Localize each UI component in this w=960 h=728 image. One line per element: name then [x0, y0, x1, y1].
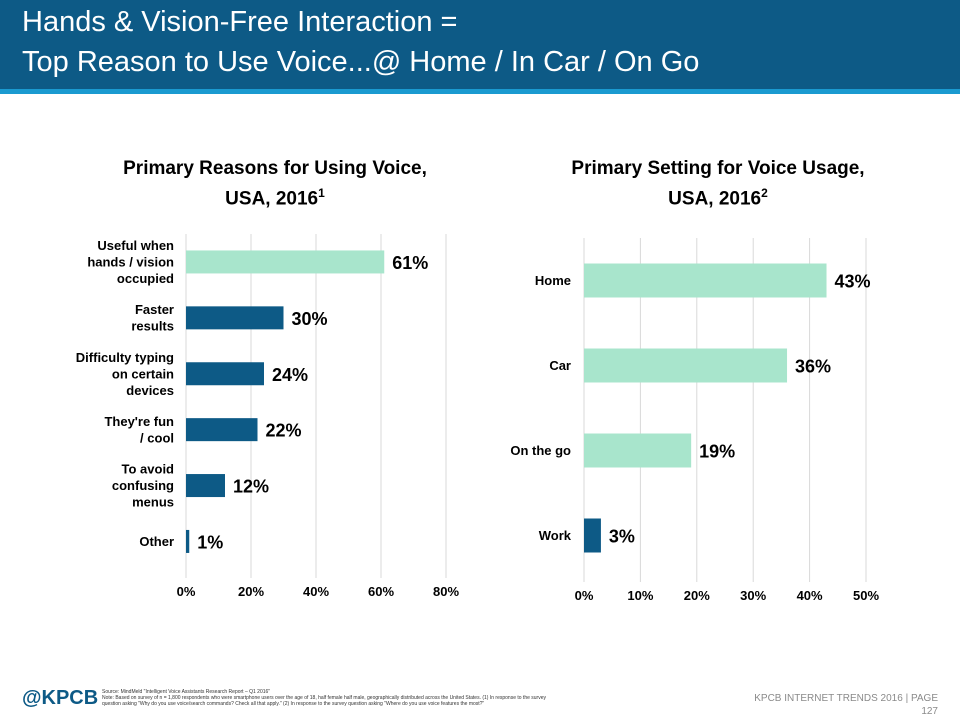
left-category-label: occupied	[117, 271, 174, 286]
left-data-label: 12%	[233, 477, 269, 497]
left-category-label: Faster	[135, 302, 174, 317]
right-x-tick-label: 40%	[797, 588, 823, 603]
right-category-label: On the go	[510, 443, 571, 458]
left-bar	[186, 306, 284, 330]
slide-title-line2: Top Reason to Use Voice...@ Home / In Ca…	[22, 46, 700, 78]
right-data-label: 36%	[795, 357, 831, 377]
left-data-label: 1%	[197, 532, 223, 552]
slide-title-line1: Hands & Vision-Free Interaction =	[22, 6, 458, 38]
left-x-tick-label: 20%	[238, 584, 264, 599]
left-data-label: 22%	[266, 421, 302, 441]
right-bar	[584, 518, 601, 553]
left-x-tick-label: 0%	[177, 584, 196, 599]
right-chart-title-line2: USA, 2016	[668, 188, 762, 210]
left-x-tick-label: 60%	[368, 584, 394, 599]
left-category-label: To avoid	[122, 462, 175, 477]
left-category-label: devices	[126, 383, 174, 398]
left-chart-footnote-marker: 1	[318, 186, 325, 200]
left-category-label: / cool	[140, 430, 174, 445]
left-x-tick-label: 80%	[433, 584, 459, 599]
kpcb-logo: @KPCB	[22, 687, 99, 709]
left-category-label: menus	[132, 495, 174, 510]
right-category-label: Home	[535, 273, 571, 288]
left-category-label: They're fun	[104, 414, 174, 429]
left-bar	[186, 474, 225, 498]
right-x-tick-label: 0%	[575, 588, 594, 603]
right-data-label: 3%	[609, 527, 635, 547]
left-bar	[186, 529, 190, 553]
left-category-label: confusing	[112, 478, 174, 493]
left-category-label: Difficulty typing	[76, 350, 174, 365]
right-chart-footnote-marker: 2	[761, 186, 768, 200]
source-line3: question asking "Why do you use voice/se…	[102, 701, 485, 707]
left-data-label: 61%	[392, 253, 428, 273]
left-data-label: 30%	[292, 309, 328, 329]
header-stripe	[0, 89, 960, 94]
left-category-label: results	[131, 319, 174, 334]
left-chart-title: Primary Reasons for Using Voice, USA, 20…	[75, 156, 475, 211]
right-bar	[584, 263, 827, 298]
right-category-label: Work	[539, 528, 572, 543]
right-chart-title: Primary Setting for Voice Usage, USA, 20…	[518, 156, 918, 211]
left-chart-title-line1: Primary Reasons for Using Voice,	[123, 158, 427, 179]
left-bar	[186, 362, 264, 386]
right-data-label: 19%	[699, 442, 735, 462]
left-category-label: hands / vision	[87, 254, 174, 269]
right-data-label: 43%	[835, 272, 871, 292]
right-x-tick-label: 50%	[853, 588, 879, 603]
right-bar	[584, 348, 788, 383]
left-bar	[186, 418, 258, 442]
left-category-label: Useful when	[97, 238, 174, 253]
source-line2: Note: Based on survey of n = 1,800 respo…	[102, 695, 547, 701]
left-chart-title-line2: USA, 2016	[225, 188, 319, 210]
right-x-tick-label: 30%	[740, 588, 766, 603]
page-number: 127	[921, 706, 938, 717]
footer-page-info: KPCB INTERNET TRENDS 2016 | PAGE 127	[754, 692, 938, 718]
footer-report-label: KPCB INTERNET TRENDS 2016 | PAGE	[754, 693, 938, 704]
left-data-label: 24%	[272, 365, 308, 385]
left-category-label: Other	[139, 534, 174, 549]
right-bar	[584, 433, 692, 468]
right-category-label: Car	[549, 358, 571, 373]
left-x-tick-label: 40%	[303, 584, 329, 599]
left-category-label: on certain	[112, 366, 174, 381]
header-banner	[0, 0, 960, 89]
left-bar	[186, 250, 385, 274]
right-x-tick-label: 20%	[684, 588, 710, 603]
footer-source-note: Source: MindMeld "Intelligent Voice Assi…	[102, 689, 702, 707]
source-line1: Source: MindMeld "Intelligent Voice Assi…	[102, 689, 271, 695]
right-chart-title-line1: Primary Setting for Voice Usage,	[571, 158, 865, 179]
right-x-tick-label: 10%	[627, 588, 653, 603]
